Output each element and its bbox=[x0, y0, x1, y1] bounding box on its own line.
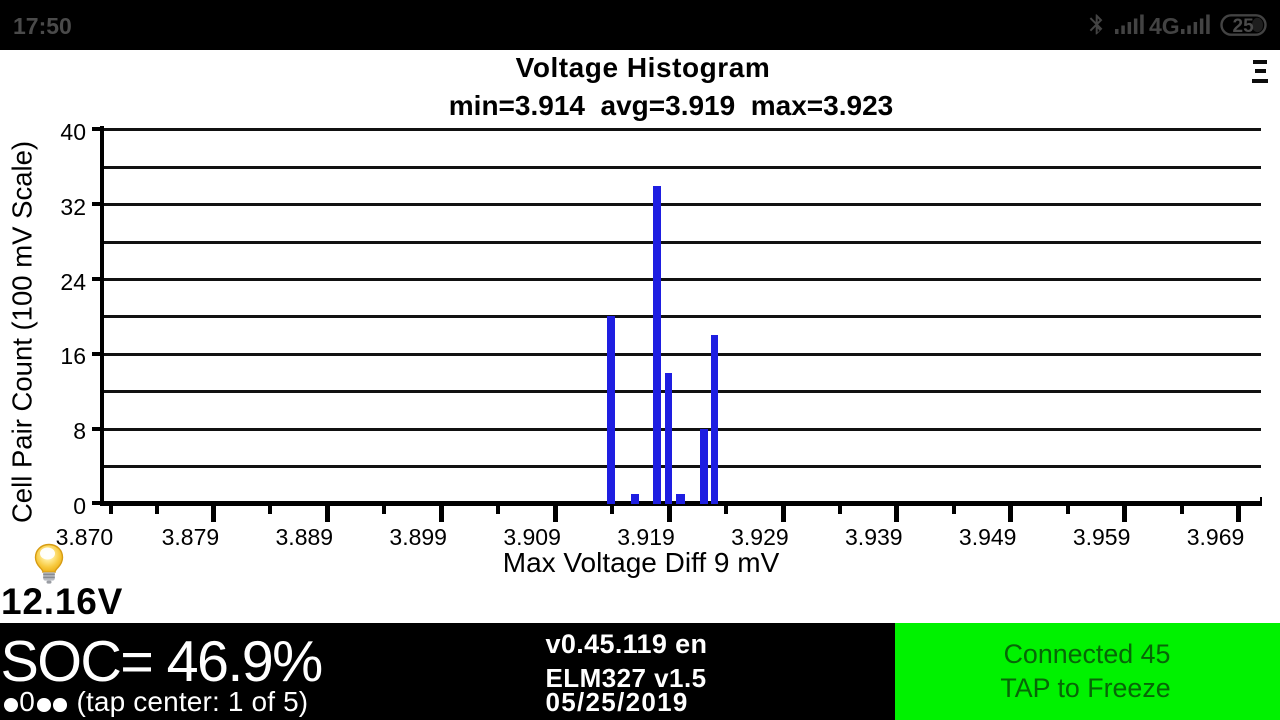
svg-text:4G: 4G bbox=[1149, 13, 1180, 38]
svg-text:25: 25 bbox=[1233, 16, 1255, 37]
